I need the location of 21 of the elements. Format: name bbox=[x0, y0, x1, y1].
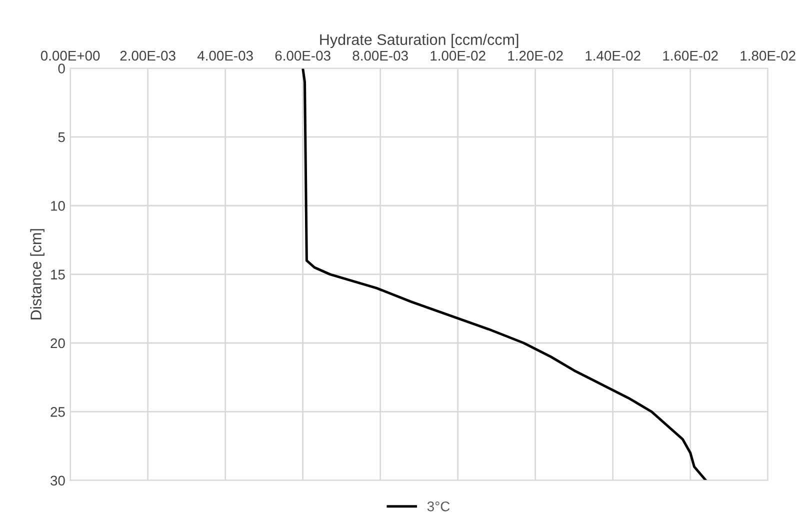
line-series bbox=[302, 68, 708, 480]
x-axis-title: Hydrate Saturation [ccm/ccm] bbox=[320, 34, 518, 48]
x-tick-label: 1.60E-02 bbox=[663, 50, 718, 61]
y-tick-label: 30 bbox=[50, 476, 65, 486]
x-tick-label: 1.80E-02 bbox=[740, 50, 796, 61]
y-tick-label: 15 bbox=[51, 270, 65, 280]
y-tick-label: 0 bbox=[58, 64, 65, 74]
x-tick-label: 1.00E-02 bbox=[430, 50, 486, 61]
y-tick-label: 5 bbox=[58, 132, 65, 142]
x-tick-label: 1.40E-02 bbox=[586, 50, 640, 61]
y-tick-label: 10 bbox=[51, 200, 65, 211]
x-tick-label: 8.00E-03 bbox=[352, 50, 408, 61]
x-tick-label: 2.00E-03 bbox=[120, 50, 176, 61]
y-tick-label: 25 bbox=[50, 407, 65, 417]
legend-label: 3°C bbox=[427, 501, 450, 512]
x-tick-label: 6.00E-03 bbox=[275, 50, 330, 61]
x-tick-label: 1.20E-02 bbox=[508, 50, 563, 61]
x-tick-label: 4.00E-03 bbox=[197, 50, 253, 61]
x-tick-label: 0.00E+00 bbox=[40, 50, 100, 61]
y-axis-title: Distance [cm] bbox=[30, 229, 44, 320]
y-tick-label: 20 bbox=[50, 338, 65, 348]
